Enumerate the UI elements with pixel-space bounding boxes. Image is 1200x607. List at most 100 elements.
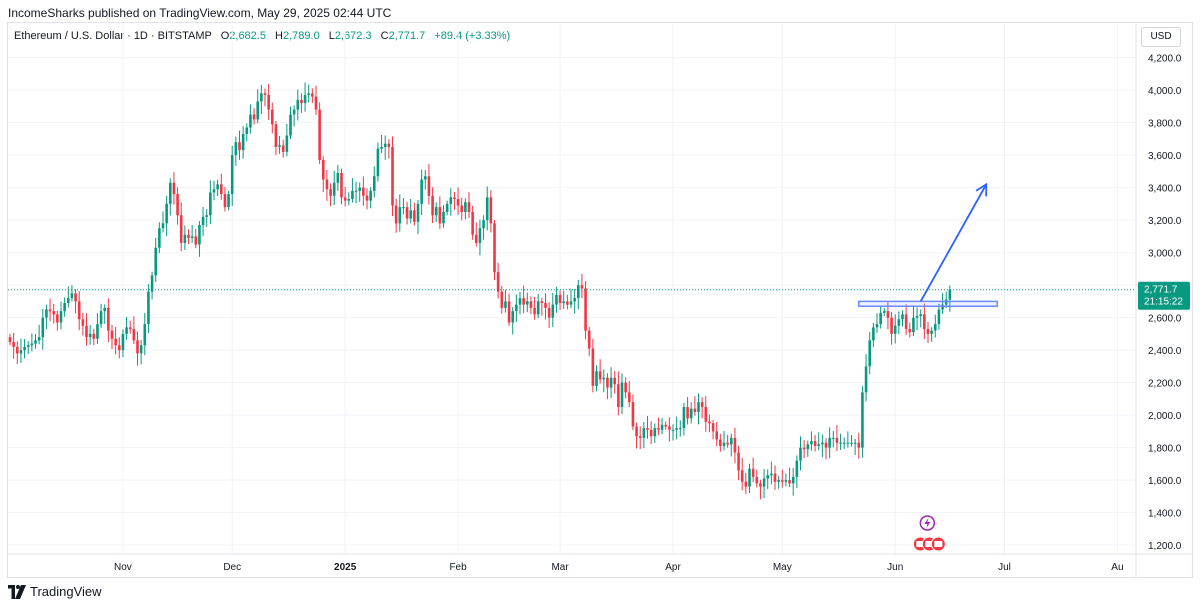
candle-body — [751, 468, 755, 477]
candle-body — [278, 145, 281, 147]
candle-body — [103, 307, 107, 312]
candle-body — [358, 187, 362, 191]
candle-body — [329, 189, 332, 196]
candle-body — [59, 311, 63, 323]
candle-body — [241, 134, 245, 151]
candle-body — [817, 444, 821, 446]
candle-body — [944, 299, 948, 305]
candle-body — [66, 298, 70, 303]
candle-body — [230, 155, 234, 195]
candle-body — [445, 203, 449, 212]
candle-body — [270, 109, 274, 125]
y-tick-label: 3,200.0 — [1148, 216, 1182, 227]
candle-body — [165, 203, 168, 224]
x-tick-label: Nov — [114, 562, 132, 573]
candle-body — [722, 442, 726, 446]
candle-body — [158, 228, 161, 248]
candle-body — [551, 304, 555, 318]
tradingview-logo-icon — [8, 584, 26, 599]
candle-body — [110, 330, 114, 339]
candle-body — [23, 346, 26, 351]
y-tick-label: 2,200.0 — [1148, 379, 1182, 390]
candle-body — [882, 311, 886, 313]
candle-body — [675, 428, 678, 430]
symbol-title[interactable]: Ethereum / U.S. Dollar · 1D · BITSTAMP — [14, 30, 212, 42]
candle-body — [504, 301, 507, 308]
candle-body — [26, 345, 30, 347]
candle-body — [176, 194, 179, 216]
candle-body — [821, 442, 824, 445]
flag-stripes-icon — [934, 541, 943, 547]
x-tick-label: Mar — [551, 562, 569, 573]
candle-body — [784, 480, 788, 482]
candle-body — [34, 340, 37, 344]
candle-body — [923, 314, 926, 329]
candle-body — [540, 301, 544, 303]
brand-name[interactable]: TradingView — [30, 584, 102, 599]
candle-body — [562, 301, 566, 303]
candle-body — [362, 187, 365, 196]
candle-body — [121, 333, 125, 351]
candle-body — [664, 424, 668, 427]
candle-body — [456, 199, 460, 206]
currency-button[interactable]: USD — [1141, 27, 1181, 47]
candle-body — [518, 298, 522, 305]
candle-body — [915, 316, 919, 318]
candle-body — [307, 93, 311, 95]
candle-body — [96, 324, 99, 339]
candle-body — [511, 311, 515, 323]
candle-body — [846, 442, 850, 444]
last-price-tag — [1138, 281, 1190, 310]
candle-body — [238, 142, 241, 151]
candle-body — [872, 327, 875, 341]
candle-body — [770, 473, 773, 476]
candle-body — [402, 207, 405, 209]
candle-body — [351, 190, 354, 199]
candle-body — [919, 314, 923, 316]
candle-body — [522, 298, 525, 305]
candle-body — [587, 330, 591, 349]
candle-body — [471, 212, 474, 235]
candle-body — [117, 345, 121, 351]
x-tick-label: Apr — [665, 562, 681, 573]
candle-body — [525, 301, 529, 305]
x-tick-label: Au — [1111, 562, 1123, 573]
candle-body — [868, 340, 872, 367]
candle-body — [733, 437, 737, 453]
candle-body — [933, 324, 937, 331]
candle-body — [697, 402, 700, 412]
y-tick-label: 1,200.0 — [1148, 541, 1182, 552]
candle-body — [347, 199, 351, 201]
candle-body — [671, 429, 675, 431]
candle-body — [343, 197, 347, 201]
high-value: 2,789.0 — [282, 30, 320, 42]
candle-body — [318, 109, 321, 160]
x-tick-label: Dec — [223, 562, 241, 573]
candle-body — [56, 314, 59, 323]
candle-body — [267, 95, 270, 110]
high-label: H — [275, 30, 283, 42]
candle-body — [383, 143, 387, 147]
candle-body — [48, 309, 52, 312]
candle-body — [799, 447, 802, 461]
candle-body — [668, 426, 671, 430]
candle-body — [642, 428, 646, 438]
candle-body — [372, 176, 376, 191]
candle-body — [824, 442, 828, 448]
candle-body — [190, 236, 194, 238]
candle-body — [507, 301, 511, 323]
candle-body — [205, 215, 209, 217]
candle-body — [708, 421, 711, 424]
y-tick-label: 3,400.0 — [1148, 184, 1182, 195]
candle-body — [573, 298, 576, 302]
candle-body — [227, 194, 230, 208]
candle-body — [740, 470, 744, 482]
candle-body — [420, 179, 423, 204]
y-tick-label: 1,600.0 — [1148, 476, 1182, 487]
candle-body — [194, 236, 198, 245]
candle-body — [409, 210, 413, 219]
candle-body — [77, 301, 81, 320]
chart-panel[interactable] — [7, 22, 1193, 578]
candle-body — [901, 314, 904, 320]
